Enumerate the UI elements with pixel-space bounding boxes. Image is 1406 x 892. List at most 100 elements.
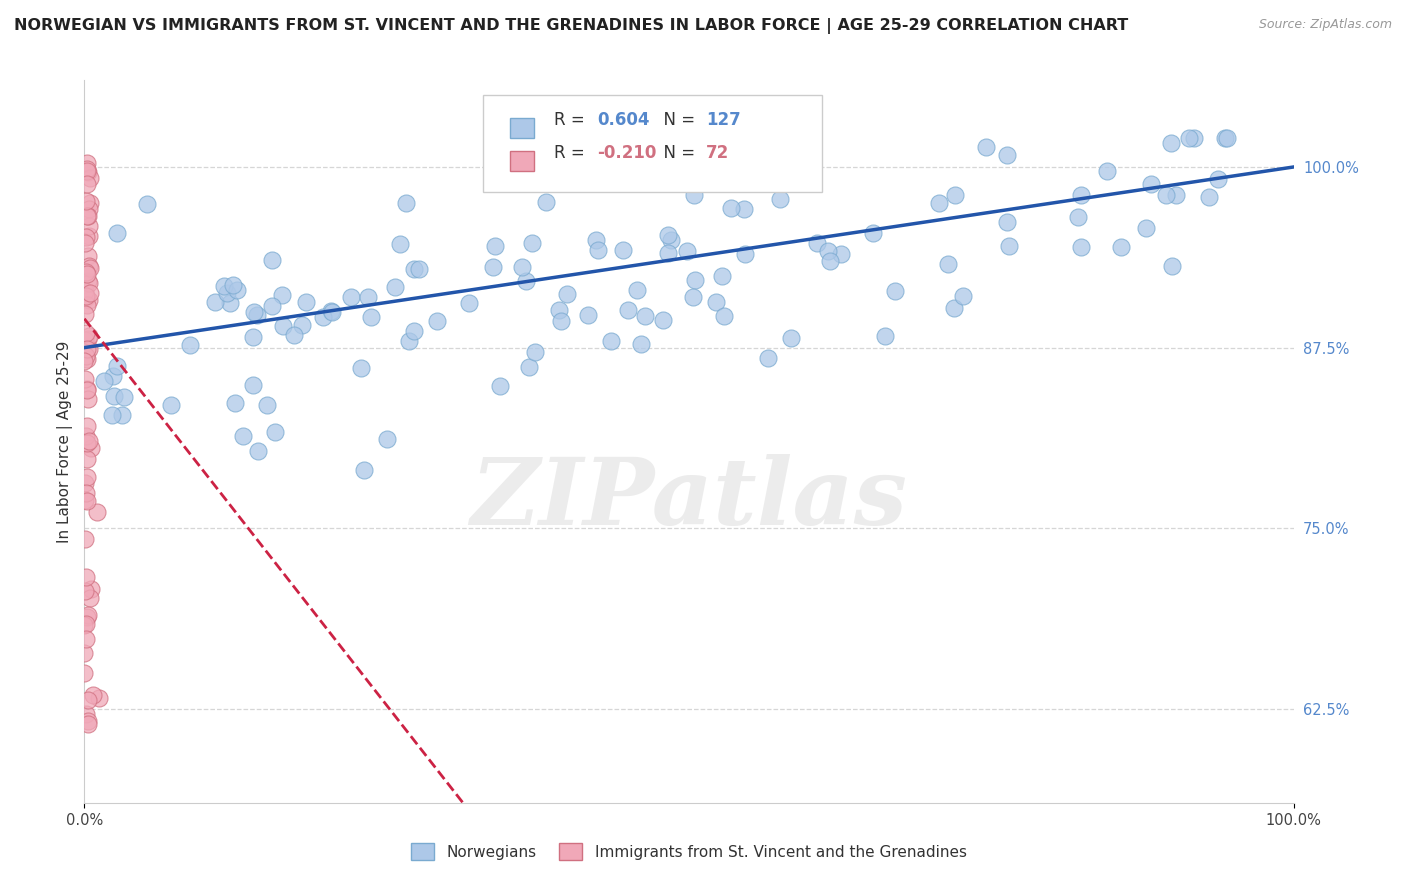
Point [73,353,96,368]
Point [77,249,100,263]
Point [1156,188,1178,202]
Point [218,295,240,310]
Point [1178,131,1201,145]
Point [93,374,115,388]
Point [484,239,506,253]
Point [76,419,98,434]
Point [79,260,101,275]
Point [76,163,98,178]
Point [1097,163,1119,178]
Point [291,318,314,333]
Point [76,469,98,483]
Point [77,328,100,343]
Point [426,314,449,328]
Point [79,195,101,210]
Point [614,169,637,183]
Point [77,259,100,273]
Point [73,646,96,660]
Point [928,195,950,210]
Bar [510,151,534,170]
Point [1213,131,1236,145]
Point [1135,220,1157,235]
Point [75,583,97,598]
Point [515,274,537,288]
Text: N =: N = [652,111,700,129]
Point [659,131,682,145]
Point [76,209,98,223]
Point [204,295,226,310]
Point [676,244,699,258]
Point [353,463,375,477]
Point [295,295,318,310]
Point [75,617,97,632]
Point [82,688,104,702]
Point [547,303,569,318]
Point [1070,239,1092,253]
Point [1139,177,1161,191]
Point [101,408,124,422]
Point [1164,187,1187,202]
Point [75,570,97,584]
Point [76,714,98,729]
Point [974,140,997,154]
Point [262,252,284,267]
Point [585,233,607,247]
Point [256,398,278,412]
Point [262,299,284,313]
Point [75,291,97,305]
Point [657,228,679,243]
Point [1215,131,1237,145]
Point [76,607,98,622]
Point [283,328,305,343]
Point [246,308,269,322]
Point [1206,171,1229,186]
Point [75,493,97,508]
Point [105,226,128,240]
Point [76,267,98,281]
Point [576,308,599,322]
Point [75,632,97,646]
Point [77,342,100,356]
Point [998,238,1021,252]
Point [995,148,1018,162]
Text: 0.604: 0.604 [598,111,650,129]
Point [79,170,101,185]
Point [242,304,264,318]
Point [79,286,101,301]
Point [73,307,96,321]
Point [1070,188,1092,202]
Point [79,441,101,455]
Point [76,452,98,467]
Point [75,326,97,341]
Point [408,262,430,277]
Point [77,228,100,243]
Point [517,359,540,374]
Point [489,379,512,393]
Point [995,215,1018,229]
Point [242,330,264,344]
Point [73,532,96,546]
Point [75,230,97,244]
Point [76,177,98,191]
Point [160,398,183,412]
Point [321,304,343,318]
Point [875,328,897,343]
Point [76,342,98,356]
Point [76,610,98,624]
Point [75,236,97,251]
Point [630,337,652,351]
Point [626,283,648,297]
Point [264,425,287,439]
Point [77,717,100,731]
Point [101,369,124,384]
Point [76,382,98,396]
Point [720,201,742,215]
Point [79,219,101,234]
Point [731,148,754,162]
Point [75,289,97,303]
Point [103,390,125,404]
Point [77,434,100,449]
Point [75,429,97,443]
Point [271,288,294,302]
Point [242,377,264,392]
